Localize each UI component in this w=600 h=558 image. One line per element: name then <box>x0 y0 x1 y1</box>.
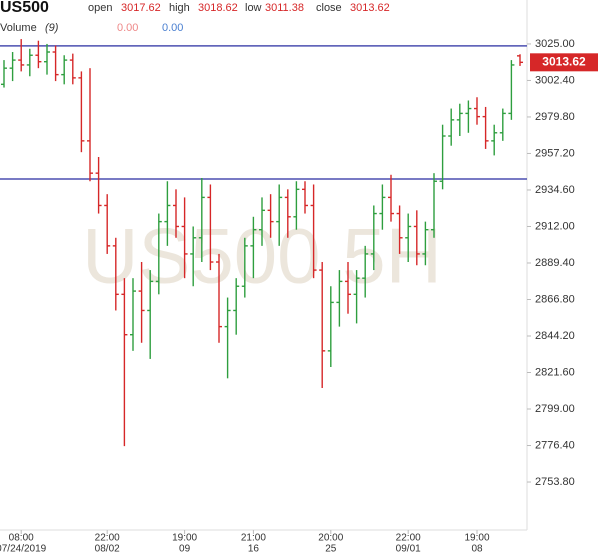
x-tick-label: 19:00 <box>464 533 489 544</box>
low-value: 3011.38 <box>265 2 304 14</box>
y-tick-label: 2889.40 <box>535 257 575 269</box>
x-tick-label: 22:00 <box>396 533 421 544</box>
open-value: 3017.62 <box>121 2 161 14</box>
x-tick-label: 16 <box>248 544 260 555</box>
y-tick-label: 2821.60 <box>535 366 575 378</box>
y-tick-label: 3002.40 <box>535 74 575 86</box>
y-tick-label: 2753.80 <box>535 476 575 488</box>
x-tick-label: 22:00 <box>95 533 120 544</box>
x-tick-label: 19:00 <box>172 533 197 544</box>
y-tick-label: 2979.80 <box>535 111 575 123</box>
x-tick-label: 08 <box>471 544 483 555</box>
close-label: close <box>316 2 342 14</box>
y-tick-label: 3025.00 <box>535 38 575 50</box>
x-tick-label: 21:00 <box>241 533 266 544</box>
x-tick-label: 08:00 <box>9 533 34 544</box>
price-label: 3013.62 <box>542 54 586 68</box>
y-tick-label: 2912.00 <box>535 220 575 232</box>
price-label-box <box>530 53 598 72</box>
low-label: low <box>245 2 262 14</box>
open-label: open <box>88 2 112 14</box>
symbol: US500 <box>0 0 49 16</box>
y-tick-label: 2934.60 <box>535 184 575 196</box>
y-tick-label: 2844.20 <box>535 330 575 342</box>
y-tick-label: 2776.40 <box>535 439 575 451</box>
high-value: 3018.62 <box>198 2 238 14</box>
x-tick-label: 09/01 <box>396 544 421 555</box>
volume-value: 0.00 <box>117 22 138 34</box>
x-tick-label: 09 <box>179 544 191 555</box>
high-label: high <box>169 2 190 14</box>
y-tick-label: 2799.00 <box>535 403 575 415</box>
y-tick-label: 2957.20 <box>535 147 575 159</box>
close-value: 3013.62 <box>350 2 390 14</box>
x-tick-label: 25 <box>325 544 337 555</box>
volume-label: Volume <box>0 22 37 34</box>
x-tick-label: 20:00 <box>318 533 343 544</box>
volume-value: 0.00 <box>162 22 183 34</box>
x-tick-label: 08/02 <box>95 544 120 555</box>
volume-period: (9) <box>45 22 59 34</box>
x-tick-label: 07/24/2019 <box>0 544 47 555</box>
y-tick-label: 2866.80 <box>535 293 575 305</box>
